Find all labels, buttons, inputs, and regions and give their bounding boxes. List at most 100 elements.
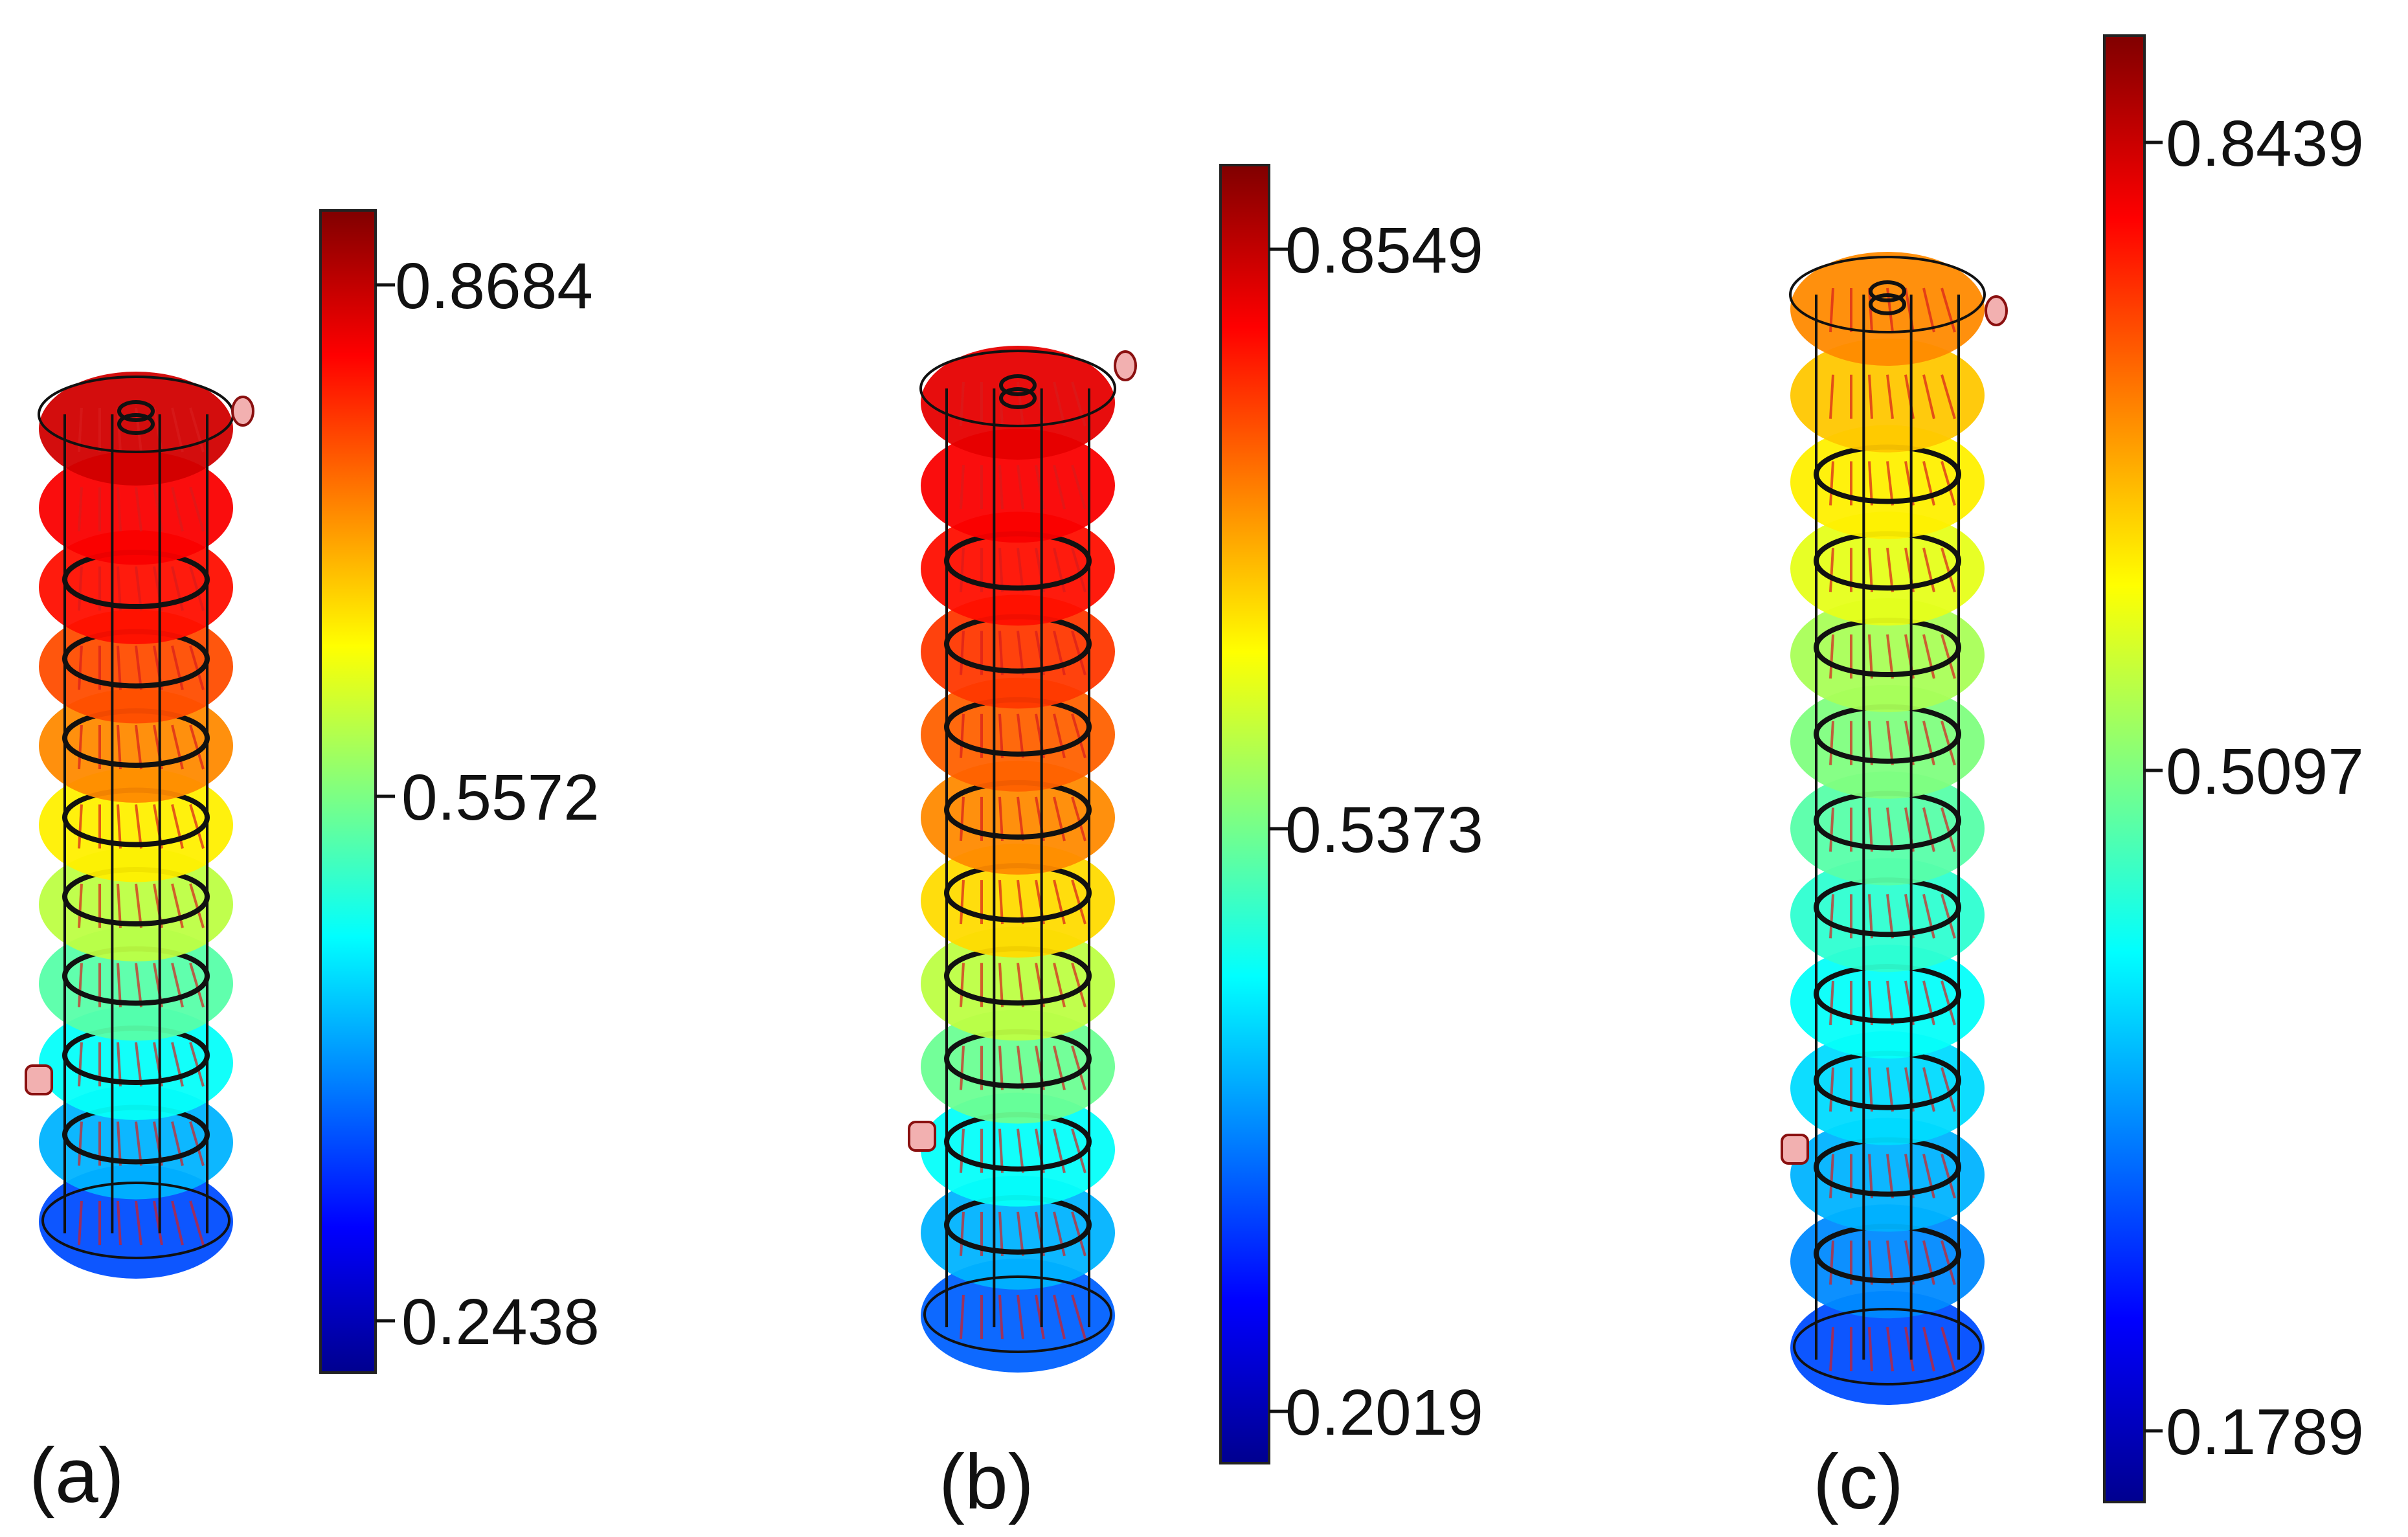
panel-c-label: (c)	[1813, 1439, 1904, 1525]
flow-streak	[1829, 461, 1834, 506]
flow-streak	[78, 883, 83, 928]
flow-streak	[1941, 374, 1956, 420]
flow-streak	[998, 1294, 1004, 1340]
tray-disk	[1790, 252, 1985, 366]
top-nozzle	[1869, 280, 1906, 302]
column-top-outline	[1789, 256, 1986, 333]
flow-streak	[117, 724, 122, 770]
flow-streak	[1904, 1327, 1915, 1372]
flow-streak	[78, 804, 83, 849]
flow-streak	[1868, 287, 1873, 333]
flow-streak	[135, 1200, 142, 1246]
flow-streak	[1017, 796, 1024, 842]
flow-streak	[1829, 980, 1834, 1026]
flow-streak	[1922, 287, 1935, 333]
flow-streak	[135, 883, 142, 928]
top-nozzle	[117, 400, 155, 422]
flow-streak	[1071, 1211, 1086, 1257]
flow-streak	[78, 1121, 83, 1166]
colorbar-c-mid-label: 0.5097	[2166, 735, 2364, 808]
colorbar-a-mid-label: 0.5572	[401, 761, 600, 834]
flow-streak	[1071, 381, 1086, 427]
colorbar-a-min-label: 0.2438	[401, 1286, 600, 1358]
flow-streak	[998, 796, 1004, 842]
flow-streak	[998, 879, 1004, 925]
flow-streak	[1017, 1211, 1024, 1257]
flow-streak	[1941, 893, 1956, 939]
colorbar-a: 0.8684 0.5572 0.2438	[319, 209, 600, 1374]
flow-streak	[1941, 1153, 1956, 1199]
flow-streak	[1829, 374, 1834, 419]
flow-streak	[998, 713, 1004, 758]
flow-streak	[1941, 980, 1956, 1026]
flow-streak	[1829, 807, 1834, 852]
flow-streak	[1886, 1327, 1894, 1372]
flow-streak	[1017, 631, 1024, 675]
colorbar-b-max-label: 0.8549	[1285, 214, 1483, 287]
flow-streak	[960, 1128, 965, 1173]
flow-streak	[171, 407, 184, 453]
flow-streak	[78, 1042, 83, 1087]
panel-b: 0.8549 0.5373 0.2019 (b)	[908, 164, 1483, 1525]
colorbar-b-min-label: 0.2019	[1285, 1376, 1483, 1449]
flow-streak	[78, 487, 83, 532]
distillation-column-a	[25, 372, 254, 1279]
column-bottom-outline	[41, 1182, 231, 1259]
flow-streak	[998, 381, 1004, 427]
flow-streak	[135, 963, 142, 1007]
side-nozzle-top	[1985, 295, 2008, 326]
flow-streak	[1922, 1327, 1935, 1372]
tray-disk	[39, 451, 233, 565]
flow-streak	[1829, 894, 1834, 939]
flow-streak	[1868, 461, 1873, 506]
flow-streak	[117, 963, 122, 1007]
flow-streak	[1886, 1240, 1894, 1285]
flow-streak	[1886, 721, 1894, 765]
panel-a: 0.8684 0.5572 0.2438 (a)	[25, 209, 600, 1519]
flow-streak	[1941, 807, 1956, 853]
flow-streak	[1053, 464, 1066, 510]
flow-streak	[117, 566, 122, 611]
top-nozzle-ring	[999, 387, 1037, 409]
flow-streak	[1017, 464, 1024, 510]
top-nozzle-ring	[1869, 293, 1906, 315]
flow-streak	[1017, 548, 1024, 592]
panel-c: 0.8439 0.5097 0.1789 (c)	[1781, 34, 2364, 1525]
colorbar-b: 0.8549 0.5373 0.2019	[1219, 164, 1483, 1464]
flow-streak	[189, 407, 205, 453]
flow-streak	[1017, 1128, 1024, 1173]
flow-streak	[189, 486, 205, 532]
flow-streak	[117, 407, 122, 453]
flow-streak	[171, 487, 184, 532]
tray-disk	[921, 429, 1115, 543]
flow-streak	[1071, 879, 1086, 925]
flow-streak	[1922, 374, 1935, 420]
flow-streak	[1017, 963, 1024, 1007]
flow-streak	[117, 1042, 122, 1087]
flow-streak	[1868, 721, 1873, 765]
flow-streak	[1829, 1067, 1834, 1112]
flow-streak	[1886, 1067, 1894, 1112]
flow-streak	[117, 1121, 122, 1166]
flow-streak	[135, 804, 142, 849]
flow-streak	[1886, 980, 1894, 1026]
flow-streak	[1071, 630, 1086, 676]
flow-streak	[1886, 461, 1894, 506]
top-nozzle-ring	[117, 413, 155, 435]
flow-streak	[78, 566, 83, 611]
flow-streak	[1829, 1154, 1834, 1198]
flow-streak	[1868, 634, 1873, 679]
flow-streak	[135, 566, 142, 611]
flow-streak	[998, 963, 1004, 1007]
side-nozzle-feed	[908, 1121, 936, 1152]
flow-streak	[1829, 721, 1834, 765]
flow-streak	[1868, 807, 1873, 852]
flow-streak	[78, 963, 83, 1007]
flow-streak	[1053, 381, 1066, 427]
flow-streak	[189, 1042, 205, 1087]
flow-streak	[1017, 713, 1024, 758]
side-nozzle-feed	[25, 1064, 53, 1095]
flow-streak	[998, 1128, 1004, 1173]
flow-streak	[960, 713, 965, 758]
